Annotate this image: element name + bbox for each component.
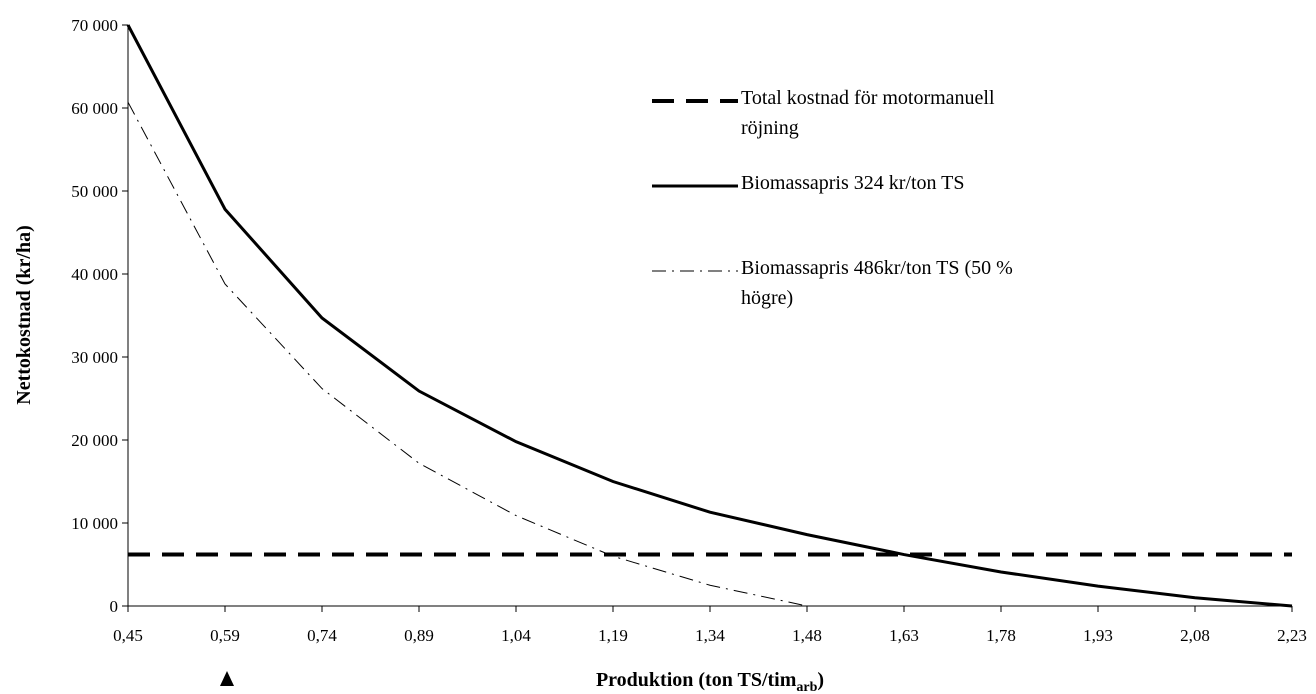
x-axis-label-sub: arb [796,680,817,694]
y-tick-label: 20 000 [71,431,118,450]
y-tick-label: 30 000 [71,348,118,367]
y-axis-label: Nettokostnad (kr/ha) [13,225,35,404]
x-tick-label: 2,08 [1180,626,1210,645]
legend-label: Biomassapris 486kr/ton TS (50 % högre) [741,257,1013,309]
x-tick-label: 1,34 [695,626,725,645]
y-tick-label: 50 000 [71,182,118,201]
x-tick-label: 1,19 [598,626,628,645]
y-tick-label: 60 000 [71,99,118,118]
x-tick-label: 1,48 [792,626,822,645]
legend-label: Biomassapris 324 kr/ton TS [741,172,965,194]
x-axis-label: Produktion (ton TS/timarb) [596,669,824,694]
x-tick-label: 0,59 [210,626,240,645]
x-tick-label: 2,23 [1277,626,1307,645]
series-line [126,24,1293,608]
x-tick-label: 1,04 [501,626,531,645]
x-tick-label: 0,89 [404,626,434,645]
y-tick-label: 70 000 [71,16,118,35]
y-tick-label: 40 000 [71,265,118,284]
x-axis-label-main: Produktion (ton TS/tim [596,669,797,691]
x-axis-label-end: ) [817,669,824,691]
y-tick-label: 0 [110,597,119,616]
legend-label: Total kostnad för motormanuell röjning [741,87,995,139]
y-tick-label: 10 000 [71,514,118,533]
x-tick-label: 0,74 [307,626,337,645]
marker-triangle [220,671,234,686]
x-tick-label: 1,93 [1083,626,1113,645]
x-tick-label: 0,45 [113,626,143,645]
x-tick-label: 1,63 [889,626,919,645]
x-tick-label: 1,78 [986,626,1016,645]
series-line [127,101,808,607]
